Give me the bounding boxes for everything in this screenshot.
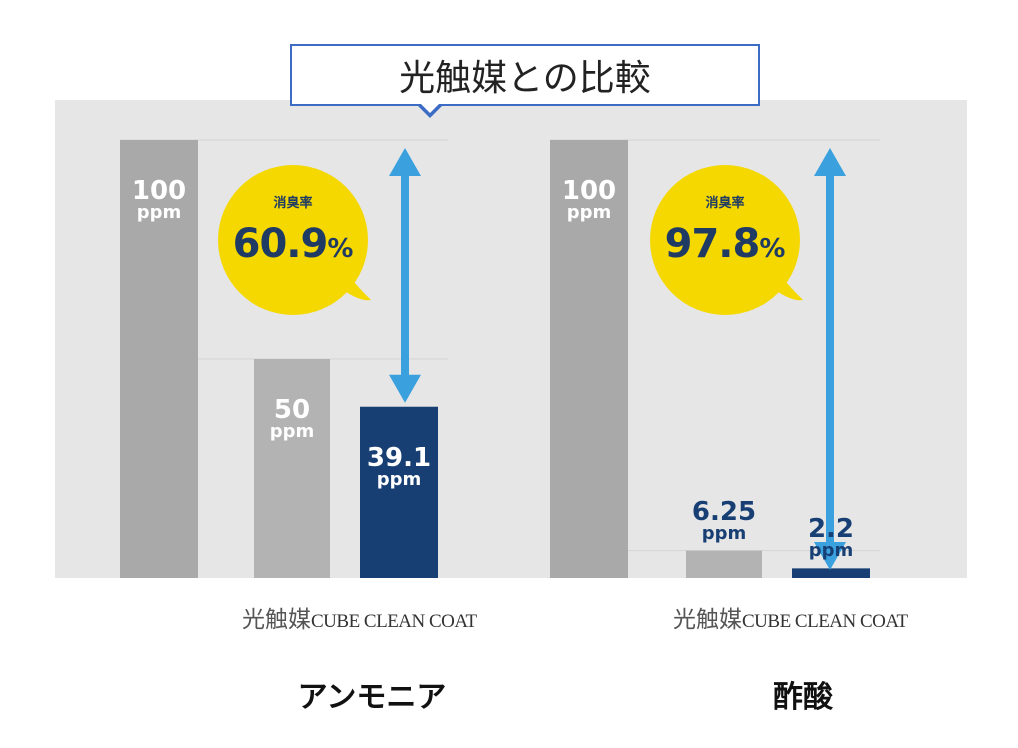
category-label: 光触媒CUBE CLEAN COAT [673, 600, 908, 634]
bar-unit-text: ppm [136, 202, 182, 223]
chart-background-panel [55, 100, 967, 578]
bar-value-text: 50 [273, 395, 311, 425]
bar-unit-text: ppm [701, 522, 747, 544]
rate-value-line: 60.9% [218, 221, 368, 267]
bar-value-text: 100 [131, 176, 187, 206]
category-label-product: CUBE CLEAN COAT [742, 611, 908, 632]
bar-unit-text: ppm [376, 468, 422, 490]
category-label-photocatalyst: 光触媒 [242, 607, 311, 633]
bar-value-text: 6.25 [691, 496, 757, 527]
bubble-circle [218, 165, 368, 315]
bar-3 [360, 406, 438, 578]
category-label-product: CUBE CLEAN COAT [311, 611, 477, 632]
bar-value-text: 100 [561, 176, 617, 206]
bar-unit-text: ppm [566, 202, 612, 223]
chart-title: 光触媒との比較 [290, 44, 760, 106]
deodorization-rate: 消臭率 97.8% [650, 192, 800, 267]
arrow-head-up [389, 148, 421, 176]
category-label: 光触媒CUBE CLEAN COAT [242, 600, 477, 634]
bar-value-text: 39.1 [366, 442, 432, 473]
bar-value-label: 6.25 ppm [666, 499, 782, 543]
chart-bars [120, 140, 870, 578]
bar-value-label: 39.1 ppm [340, 445, 458, 489]
bubble-circle [650, 165, 800, 315]
bar-value-label: 100 ppm [530, 178, 648, 222]
rate-value: 97.8 [664, 221, 761, 267]
arrow-head-down [389, 374, 421, 403]
chart-title-text: 光触媒との比較 [399, 58, 651, 99]
group-label: 酢酸 [773, 680, 833, 715]
bar-unit-text: ppm [808, 540, 854, 562]
rate-unit: % [759, 234, 786, 264]
arrow-head-up [814, 148, 846, 176]
deodorization-rate: 消臭率 60.9% [218, 192, 368, 267]
rate-value: 60.9 [232, 221, 329, 267]
bar-2 [254, 359, 330, 578]
bar-3 [792, 568, 870, 578]
rate-unit: % [327, 234, 354, 264]
bar-value-label: 100 ppm [100, 178, 218, 222]
reduction-arrows [389, 148, 846, 570]
bar-value-label: 50 ppm [234, 397, 350, 441]
group-label: アンモニア [297, 680, 447, 715]
category-label-photocatalyst: 光触媒 [673, 607, 742, 633]
bar-unit-text: ppm [269, 421, 315, 442]
bar-value-text: 2.2 [807, 514, 855, 545]
bar-value-label: 2.2 ppm [772, 516, 890, 560]
rate-value-line: 97.8% [650, 221, 800, 267]
rate-caption: 消臭率 [705, 196, 745, 211]
rate-bubbles [218, 165, 803, 315]
bar-2 [686, 550, 762, 578]
bar-1 [120, 140, 198, 578]
rate-caption: 消臭率 [273, 196, 313, 211]
arrow-head-down [814, 542, 846, 570]
bar-1 [550, 140, 628, 578]
title-callout-tail-fill [419, 102, 441, 113]
